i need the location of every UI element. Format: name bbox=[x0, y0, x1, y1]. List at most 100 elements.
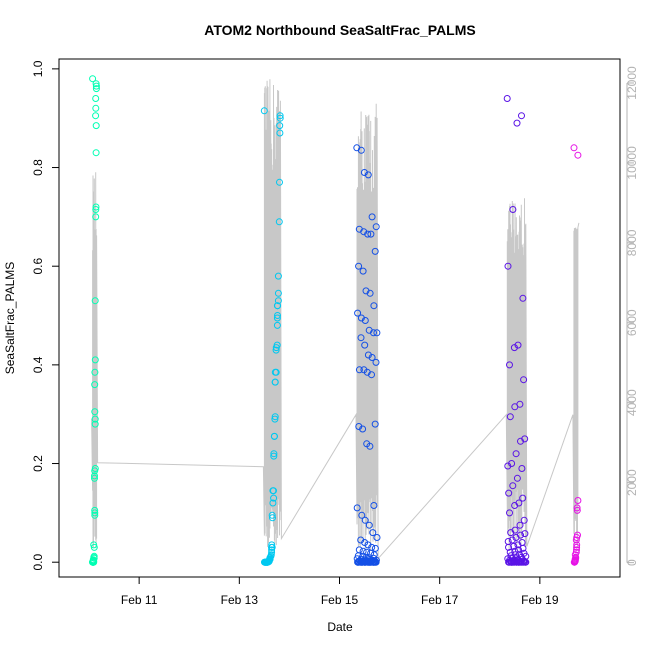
data-point bbox=[91, 408, 99, 416]
data-point bbox=[357, 146, 365, 154]
data-point bbox=[354, 558, 362, 566]
data-point bbox=[269, 499, 277, 507]
data-point bbox=[361, 317, 369, 324]
data-point bbox=[506, 361, 513, 369]
data-point bbox=[272, 346, 280, 354]
x-axis-label: Date bbox=[327, 620, 353, 634]
data-point bbox=[268, 543, 275, 551]
data-point bbox=[371, 420, 379, 428]
x-tick-label: Feb 11 bbox=[121, 593, 158, 607]
data-point bbox=[574, 151, 582, 159]
data-point bbox=[91, 415, 99, 423]
data-point bbox=[515, 546, 522, 554]
data-point bbox=[367, 549, 375, 557]
data-point bbox=[357, 334, 365, 342]
data-point bbox=[276, 112, 284, 120]
data-point bbox=[91, 420, 99, 428]
secondary-series-line bbox=[91, 79, 580, 560]
data-point bbox=[91, 511, 99, 519]
data-point bbox=[508, 558, 516, 566]
data-point bbox=[276, 114, 284, 122]
data-point bbox=[268, 511, 276, 519]
data-point bbox=[91, 368, 99, 376]
data-point bbox=[373, 534, 381, 541]
data-point bbox=[573, 534, 581, 541]
data-point bbox=[271, 413, 279, 421]
data-point bbox=[364, 230, 372, 238]
data-point bbox=[276, 122, 284, 130]
data-point bbox=[273, 321, 281, 329]
data-point bbox=[92, 206, 100, 213]
data-point bbox=[513, 474, 521, 482]
data-point bbox=[92, 80, 100, 88]
data-point bbox=[270, 494, 278, 502]
y-tick-label: 0.4 bbox=[31, 356, 45, 373]
data-point bbox=[519, 494, 527, 502]
series-5 bbox=[570, 144, 582, 566]
data-point bbox=[520, 376, 528, 384]
data-point bbox=[505, 543, 512, 551]
data-point bbox=[521, 530, 529, 538]
data-point bbox=[514, 541, 522, 549]
series-1 bbox=[89, 75, 100, 566]
data-point bbox=[269, 514, 276, 522]
x-tick-label: Feb 13 bbox=[221, 593, 259, 607]
data-point bbox=[273, 302, 281, 310]
data-point bbox=[353, 504, 361, 512]
data-point bbox=[574, 497, 582, 504]
data-point bbox=[509, 482, 517, 490]
data-point bbox=[518, 112, 525, 120]
data-point bbox=[91, 356, 99, 364]
data-point bbox=[368, 213, 376, 221]
data-point bbox=[361, 558, 369, 566]
data-point bbox=[507, 529, 515, 537]
data-point bbox=[503, 95, 511, 102]
data-point bbox=[92, 95, 100, 102]
data-point bbox=[92, 104, 100, 112]
data-point bbox=[504, 262, 512, 270]
x-tick-label: Feb 19 bbox=[521, 593, 559, 607]
y2-tick-label: 10000 bbox=[625, 146, 639, 180]
data-point bbox=[91, 509, 99, 517]
data-points bbox=[89, 75, 582, 566]
data-point bbox=[268, 541, 276, 549]
data-point bbox=[365, 558, 373, 566]
secondary-series bbox=[91, 79, 580, 560]
data-point bbox=[512, 450, 520, 458]
data-point bbox=[361, 341, 369, 349]
data-point bbox=[573, 541, 581, 549]
data-point bbox=[271, 415, 279, 423]
data-point bbox=[367, 230, 375, 238]
data-point bbox=[92, 149, 100, 157]
data-point bbox=[573, 504, 581, 512]
data-point bbox=[504, 462, 512, 470]
data-point bbox=[274, 289, 282, 297]
data-point bbox=[510, 344, 518, 352]
data-point bbox=[91, 474, 98, 482]
data-point bbox=[89, 558, 97, 566]
data-point bbox=[370, 302, 378, 310]
x-axis: Feb 11 Feb 13 Feb 15 Feb 17 Feb 19 bbox=[121, 577, 559, 607]
data-point bbox=[355, 366, 363, 374]
y-tick-label: 0.2 bbox=[31, 455, 45, 472]
data-point bbox=[518, 465, 526, 472]
data-point bbox=[510, 542, 518, 550]
data-point bbox=[512, 558, 520, 566]
data-point bbox=[368, 371, 375, 379]
data-point bbox=[358, 511, 366, 519]
data-point bbox=[271, 378, 279, 386]
data-point bbox=[92, 203, 100, 211]
y2-tick-label: 8000 bbox=[625, 229, 639, 256]
data-point bbox=[92, 122, 100, 130]
y2-tick-label: 12000 bbox=[625, 66, 639, 100]
data-point bbox=[273, 314, 281, 322]
data-point bbox=[354, 309, 362, 317]
data-point bbox=[92, 213, 100, 221]
data-point bbox=[270, 450, 278, 458]
data-point bbox=[370, 329, 377, 337]
data-point bbox=[364, 171, 372, 179]
data-point bbox=[355, 262, 363, 270]
